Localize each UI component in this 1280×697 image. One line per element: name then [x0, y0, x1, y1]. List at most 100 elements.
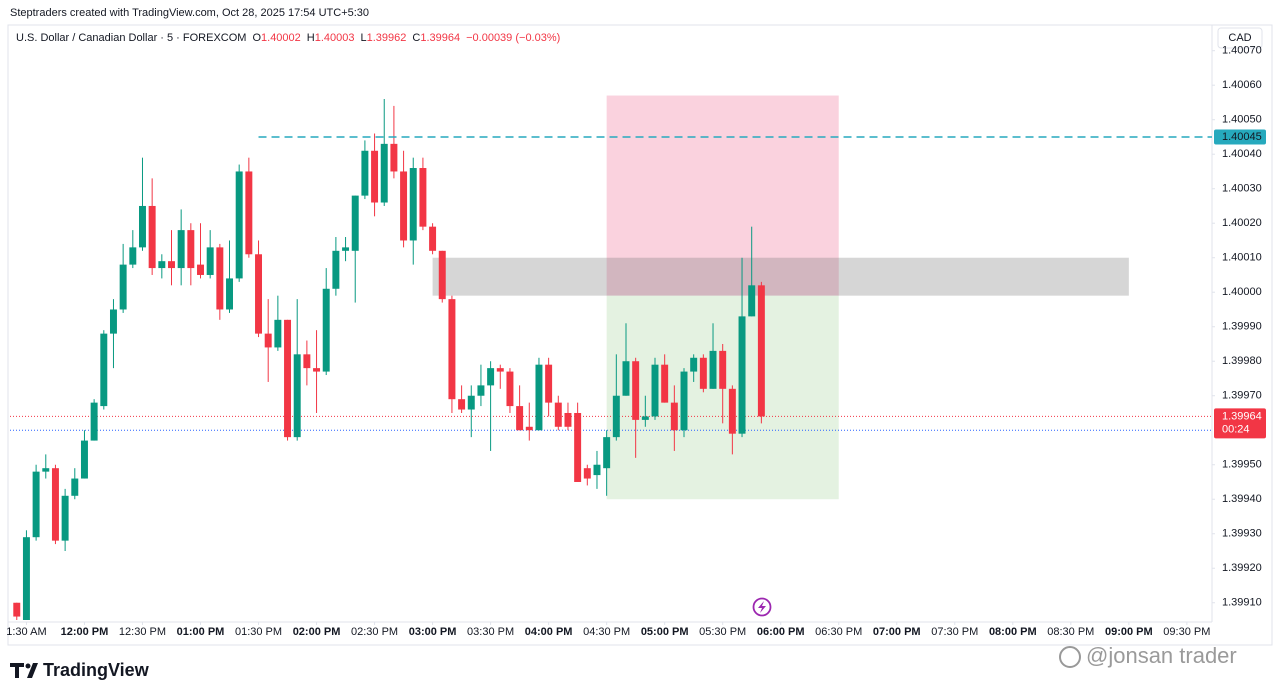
level-label: 1.40045	[1222, 131, 1262, 143]
candle-body	[293, 354, 301, 438]
y-tick-label: 1.39950	[1222, 459, 1262, 471]
candle-body	[419, 168, 427, 227]
candle-body	[197, 264, 204, 275]
candle-body	[487, 368, 495, 386]
candle-body	[699, 357, 707, 389]
candle-body	[361, 150, 369, 196]
y-tick-label: 1.39980	[1222, 355, 1262, 367]
countdown: 00:24	[1222, 423, 1250, 435]
candle-body	[467, 395, 475, 410]
candle-body	[738, 316, 746, 434]
x-tick-label: 08:00 PM	[989, 626, 1037, 638]
ohlc-value: 1.40002	[261, 32, 301, 44]
candle-body	[670, 402, 678, 431]
y-tick-label: 1.40050	[1222, 114, 1262, 126]
candle-body	[371, 150, 379, 203]
watermark-logo	[1059, 646, 1081, 668]
y-tick-label: 1.40020	[1222, 217, 1262, 229]
candle-body	[409, 168, 417, 241]
x-tick-label: 1:30 AM	[6, 626, 46, 638]
candle-body	[438, 250, 446, 300]
zone	[432, 257, 1129, 296]
candle-body	[168, 261, 175, 269]
y-tick-label: 1.39940	[1222, 493, 1262, 505]
x-tick-label: 01:30 PM	[235, 626, 282, 638]
x-tick-label: 08:30 PM	[1047, 626, 1094, 638]
candle-body	[757, 285, 765, 417]
candle-body	[313, 368, 321, 372]
candle-body	[119, 264, 127, 310]
candle-body	[274, 319, 282, 348]
candle-body	[138, 205, 146, 248]
ohlc-label: O	[252, 32, 261, 44]
alert-icon[interactable]	[752, 597, 772, 617]
y-tick-label: 1.40030	[1222, 183, 1262, 195]
x-tick-label: 05:30 PM	[699, 626, 746, 638]
candle-body	[351, 195, 359, 251]
ohlc-label: H	[307, 32, 315, 44]
candle-body	[235, 171, 243, 279]
currency[interactable]: CAD	[1228, 32, 1251, 44]
currency-box[interactable]	[1217, 27, 1263, 49]
symbol: U.S. Dollar / Canadian Dollar · 5 · FORE…	[16, 32, 246, 44]
x-tick-label: 05:00 PM	[641, 626, 689, 638]
ohlc-value: 1.39964	[420, 32, 460, 44]
candle-body	[612, 395, 620, 438]
candle-body	[680, 371, 688, 431]
candle-body	[51, 468, 59, 541]
y-tick-label: 1.39990	[1222, 321, 1262, 333]
candle-body	[728, 388, 736, 434]
x-tick-label: 12:00 PM	[61, 626, 109, 638]
candle-body	[477, 385, 485, 396]
candle-body	[564, 412, 572, 427]
x-tick-label: 07:30 PM	[931, 626, 978, 638]
watermark: @jonsan trader	[1086, 643, 1237, 668]
candle-body	[496, 368, 504, 372]
y-tick-label: 1.40060	[1222, 79, 1262, 91]
chart-frame	[7, 24, 1273, 646]
candle-body	[332, 250, 340, 289]
candle-body	[264, 333, 272, 348]
candle-body	[32, 471, 40, 538]
ohlc-value: 1.40003	[315, 32, 355, 44]
candle-body	[506, 371, 514, 407]
tradingview-logo	[10, 663, 38, 678]
candle-body	[303, 354, 311, 369]
candle-body	[603, 437, 611, 469]
candle-body	[80, 440, 88, 479]
candle-body	[390, 143, 398, 172]
candle-body	[380, 143, 388, 203]
candle-body	[100, 333, 108, 407]
x-tick-label: 06:00 PM	[757, 626, 805, 638]
brand: TradingView	[43, 660, 150, 680]
zone	[606, 95, 839, 296]
candle-body	[583, 468, 591, 479]
x-tick-label: 04:00 PM	[525, 626, 573, 638]
candle-body	[61, 495, 69, 541]
y-tick-label: 1.40000	[1222, 286, 1262, 298]
x-tick-label: 02:00 PM	[293, 626, 341, 638]
x-tick-label: 02:30 PM	[351, 626, 398, 638]
candle-body	[245, 171, 253, 255]
candle-body	[187, 230, 195, 269]
x-tick-label: 04:30 PM	[583, 626, 630, 638]
symbol-legend: U.S. Dollar / Canadian Dollar · 5 · FORE…	[16, 32, 560, 44]
x-tick-label: 03:30 PM	[467, 626, 514, 638]
candle-body	[129, 247, 137, 265]
candle-body	[545, 364, 553, 403]
candle-body	[177, 230, 185, 269]
candle-body	[719, 350, 727, 389]
candle-body	[22, 537, 30, 620]
y-tick-label: 1.39970	[1222, 390, 1262, 402]
candle-body	[216, 247, 224, 310]
candle-body	[632, 361, 640, 420]
y-tick-label: 1.40040	[1222, 148, 1262, 160]
x-tick-label: 01:00 PM	[177, 626, 225, 638]
candle-body	[458, 399, 466, 410]
candle-body	[71, 478, 79, 496]
last-price-label: 1.39964	[1222, 410, 1262, 422]
plot-area	[10, 95, 1212, 620]
ohlc-value: 1.39962	[367, 32, 407, 44]
candle-body	[516, 406, 524, 431]
